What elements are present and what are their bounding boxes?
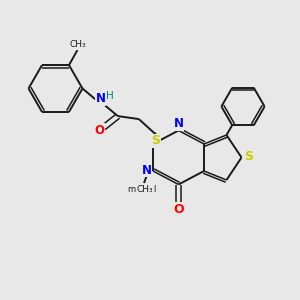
Text: N: N — [95, 92, 106, 105]
Text: S: S — [244, 150, 253, 164]
Text: methyl: methyl — [127, 184, 156, 194]
Text: H: H — [106, 91, 113, 101]
Text: O: O — [94, 124, 104, 137]
Text: N: N — [173, 117, 184, 130]
Text: N: N — [141, 164, 152, 177]
Text: S: S — [152, 134, 160, 147]
Text: CH₃: CH₃ — [136, 185, 153, 194]
Text: CH₃: CH₃ — [69, 40, 86, 49]
Text: O: O — [173, 202, 184, 216]
